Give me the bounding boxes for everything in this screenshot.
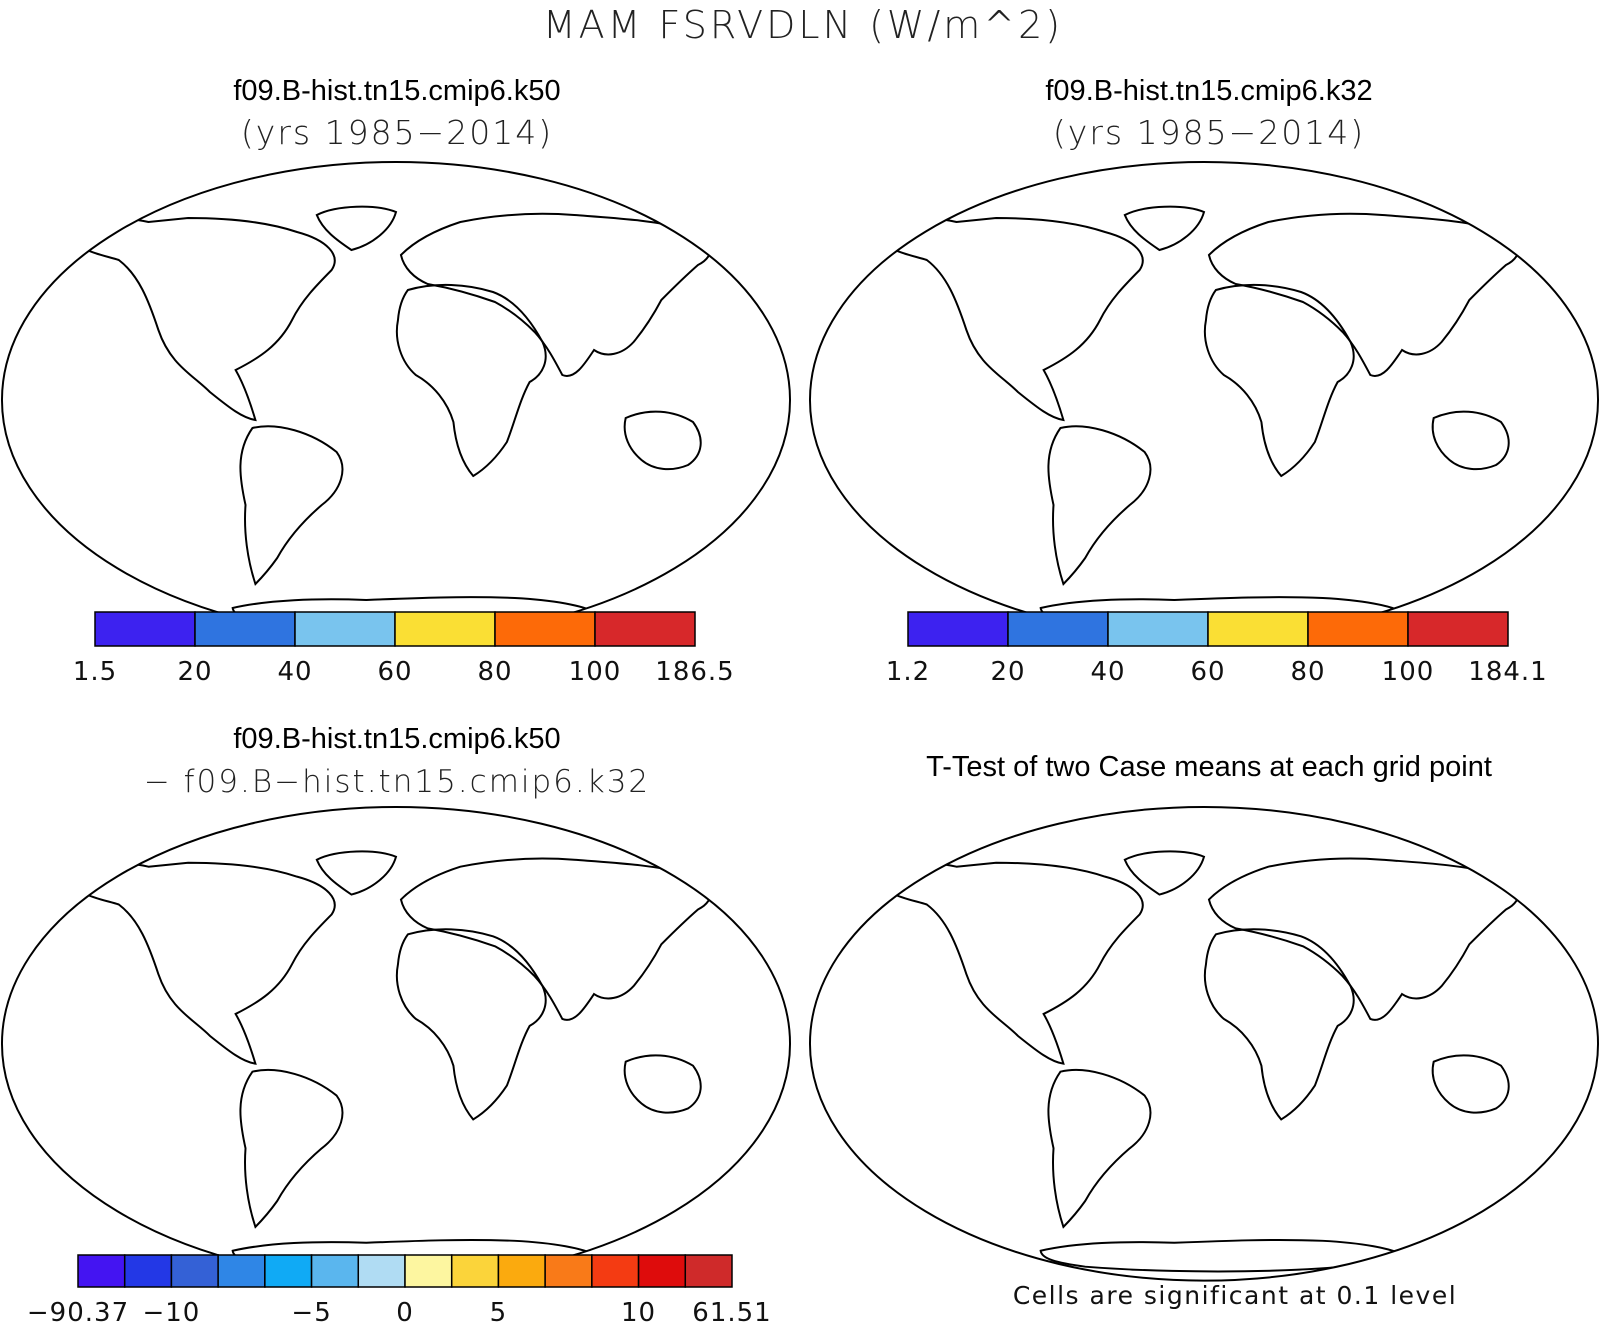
colorbar-2-label-6: 184.1 xyxy=(1468,657,1547,687)
figure-title: MAM FSRVDLN (W/m^2) xyxy=(543,3,1063,47)
panel-2-years: (yrs 1985−2014) xyxy=(1053,113,1365,152)
panel-3-colorbar: −90.37 −10 −5 0 5 10 61.51 xyxy=(27,1254,771,1327)
panel-2-map xyxy=(809,162,1599,638)
panel-ttest: T-Test of two Case means at each grid po… xyxy=(808,751,1600,1310)
panel-1-case-title: f09.B-hist.tn15.cmip6.k50 xyxy=(233,75,560,107)
colorbar-1-label-3: 60 xyxy=(377,657,412,687)
panel-2-case-title: f09.B-hist.tn15.cmip6.k32 xyxy=(1045,75,1372,107)
colorbar-3-block-8 xyxy=(450,1254,500,1288)
colorbar-3-label-6: 61.51 xyxy=(692,1298,771,1327)
panel-4-map-border xyxy=(808,805,1600,1282)
colorbar-3-block-13 xyxy=(684,1254,733,1288)
colorbar-3-block-0 xyxy=(77,1254,126,1288)
colorbar-2-block-3 xyxy=(1207,611,1309,647)
colorbar-3-label-4: 5 xyxy=(490,1298,508,1327)
colorbar-3-block-7 xyxy=(404,1254,453,1288)
panel-1-years: (yrs 1985−2014) xyxy=(241,113,553,152)
colorbar-3-label-1: −10 xyxy=(142,1298,200,1327)
colorbar-2-label-5: 100 xyxy=(1382,657,1435,687)
colorbar-1-block-0 xyxy=(94,611,196,647)
colorbar-2-label-4: 80 xyxy=(1290,657,1325,687)
colorbar-3-label-2: −5 xyxy=(291,1298,331,1327)
colorbar-2-label-1: 20 xyxy=(990,657,1025,687)
colorbar-1-block-3 xyxy=(394,611,496,647)
panel-2-colorbar: 1.2 20 40 60 80 100 184.1 xyxy=(886,611,1547,687)
colorbar-3-block-10 xyxy=(544,1254,593,1288)
colorbar-1-label-0: 1.5 xyxy=(73,657,117,687)
colorbar-1-block-2 xyxy=(294,611,396,647)
panel-case-2: f09.B-hist.tn15.cmip6.k32 (yrs 1985−2014… xyxy=(808,75,1600,687)
colorbar-1-block-1 xyxy=(194,611,296,647)
panel-1-colorbar: 1.5 20 40 60 80 100 186.5 xyxy=(73,611,734,687)
colorbar-1-label-6: 186.5 xyxy=(655,657,734,687)
colorbar-1-block-5 xyxy=(594,611,696,647)
panel-4-map xyxy=(809,806,1599,1281)
colorbar-3-label-0: −90.37 xyxy=(27,1298,129,1327)
panel-4-note: Cells are significant at 0.1 level xyxy=(1013,1281,1457,1310)
colorbar-2-block-0 xyxy=(907,611,1009,647)
colorbar-1-block-4 xyxy=(494,611,596,647)
colorbar-3-block-1 xyxy=(123,1254,173,1288)
colorbar-2-block-4 xyxy=(1307,611,1409,647)
panel-3-map xyxy=(1,806,791,1281)
panel-3-case-title: f09.B-hist.tn15.cmip6.k50 xyxy=(233,723,560,755)
colorbar-1-label-4: 80 xyxy=(477,657,512,687)
panel-4-title: T-Test of two Case means at each grid po… xyxy=(926,751,1492,783)
colorbar-1-label-1: 20 xyxy=(177,657,212,687)
colorbar-3-block-2 xyxy=(170,1254,219,1288)
colorbar-1-label-2: 40 xyxy=(277,657,312,687)
panel-case-1: f09.B-hist.tn15.cmip6.k50 (yrs 1985−2014… xyxy=(0,75,792,687)
colorbar-2-label-2: 40 xyxy=(1090,657,1125,687)
colorbar-3-block-4 xyxy=(264,1254,313,1288)
colorbar-3-block-12 xyxy=(637,1254,687,1288)
colorbar-2-block-2 xyxy=(1107,611,1209,647)
colorbar-3-block-5 xyxy=(310,1254,360,1288)
colorbar-3-block-11 xyxy=(591,1254,640,1288)
colorbar-3-label-5: 10 xyxy=(621,1298,656,1327)
colorbar-3-label-3: 0 xyxy=(396,1298,414,1327)
colorbar-2-block-5 xyxy=(1407,611,1509,647)
colorbar-2-label-3: 60 xyxy=(1190,657,1225,687)
colorbar-3-block-3 xyxy=(217,1254,266,1288)
colorbar-2-block-1 xyxy=(1007,611,1109,647)
panel-3-subtitle: − f09.B−hist.tn15.cmip6.k32 xyxy=(144,764,650,800)
colorbar-1-label-5: 100 xyxy=(569,657,622,687)
panel-difference: f09.B-hist.tn15.cmip6.k50 − f09.B−hist.t… xyxy=(0,723,792,1327)
colorbar-3-block-6 xyxy=(357,1254,406,1288)
colorbar-3-block-9 xyxy=(497,1254,546,1288)
colorbar-2-label-0: 1.2 xyxy=(886,657,930,687)
